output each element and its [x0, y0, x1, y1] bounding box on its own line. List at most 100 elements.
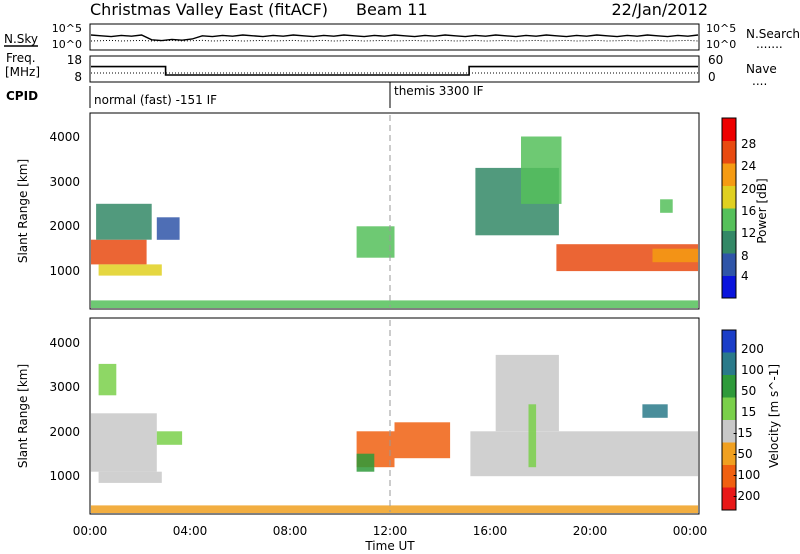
noise-sky-trace	[90, 34, 699, 42]
power-ytick-1000: 1000	[49, 264, 80, 278]
velocity-cbar-tick-minus15: -15	[733, 426, 753, 440]
velocity-colorbar-frame	[721, 329, 737, 511]
time-tick-0000: 00:00	[73, 524, 108, 538]
data-region-8	[495, 354, 559, 432]
freq-label-line2: [MHz]	[5, 65, 40, 79]
noise-search-label: N.Search	[746, 27, 800, 41]
power-colorbar-cell-0	[722, 275, 736, 299]
velocity-colorbar-label-text: Velocity [m s^-1]	[767, 364, 781, 468]
time-tick-0400: 04:00	[173, 524, 208, 538]
freq-right-tick-bottom: 0	[708, 70, 716, 84]
velocity-cbar-tick-minus50: -50	[733, 447, 753, 461]
noise-search-legend: .......	[756, 37, 783, 51]
cpid-mode-1: normal (fast) -151 IF	[94, 93, 217, 107]
velocity-ytick-1000: 1000	[49, 469, 80, 483]
power-yticks: 1000 2000 3000 4000	[49, 130, 80, 278]
velocity-colorbar-cell-2	[722, 375, 736, 398]
velocity-colorbar-cell-4	[722, 420, 736, 443]
data-region-3	[156, 217, 180, 240]
power-cbar-tick-4: 4	[741, 269, 749, 283]
velocity-panel	[89, 317, 700, 515]
power-cbar-tick-8: 8	[741, 249, 749, 263]
time-axis-label: Time UT	[364, 539, 415, 553]
data-region-6	[394, 422, 451, 459]
data-region-2	[98, 264, 162, 276]
freq-traces	[91, 65, 698, 76]
data-region-2	[98, 471, 162, 483]
data-region-0	[91, 239, 147, 265]
velocity-cbar-tick-minus100: -100	[733, 468, 760, 482]
data-region-8	[652, 248, 698, 263]
power-panel-frame	[89, 112, 700, 310]
noise-left-tick-top: 10^5	[52, 22, 82, 35]
velocity-ylabel: Slant Range [km]	[16, 364, 30, 468]
frequency-trace	[91, 65, 698, 76]
data-region-10	[642, 404, 668, 418]
beam-label: Beam 11	[356, 0, 428, 19]
power-colorbar-ticks: 4 8 12 16 20 24 28	[741, 137, 756, 283]
velocity-yticks: 1000 2000 3000 4000	[49, 336, 80, 483]
power-colorbar-cell-1	[722, 253, 736, 276]
data-region-7	[470, 431, 698, 477]
power-cbar-tick-28: 28	[741, 137, 756, 151]
data-region-9	[528, 404, 537, 468]
velocity-colorbar-cell-3	[722, 397, 736, 421]
noise-left-tick-bottom: 10^0	[52, 38, 82, 51]
date-label: 22/Jan/2012	[611, 0, 708, 19]
velocity-cbar-tick-minus200: -200	[733, 489, 760, 503]
velocity-ytick-2000: 2000	[49, 425, 80, 439]
velocity-panel-frame	[89, 317, 700, 515]
time-tick-2000: 20:00	[573, 524, 608, 538]
noise-search-trace	[90, 39, 699, 42]
data-region-3	[156, 431, 183, 445]
velocity-ytick-4000: 4000	[49, 336, 80, 350]
power-cbar-tick-16: 16	[741, 204, 756, 218]
velocity-colorbar-ticks: 200 100 50 15 -15 -50 -100 -200	[733, 342, 764, 503]
data-region-10	[91, 300, 698, 308]
power-ytick-3000: 3000	[49, 175, 80, 189]
power-data-cells	[91, 136, 698, 308]
time-tick-2400: 00:00	[673, 524, 708, 538]
data-region-11	[91, 505, 698, 513]
power-ylabel: Slant Range [km]	[16, 159, 30, 263]
freq-left-tick-bottom: 8	[74, 70, 82, 84]
power-colorbar-cell-5	[722, 163, 736, 186]
power-ytick-2000: 2000	[49, 219, 80, 233]
time-tick-1600: 16:00	[473, 524, 508, 538]
time-tick-1200: 12:00	[373, 524, 408, 538]
power-colorbar-label: Power [dB]	[755, 178, 769, 243]
velocity-colorbar-cell-1	[722, 352, 736, 376]
noise-right-tick-bottom: 10^0	[706, 38, 736, 51]
power-colorbar	[721, 117, 737, 299]
power-ytick-4000: 4000	[49, 130, 80, 144]
noise-sky-label: N.Sky	[4, 32, 38, 46]
noise-right-tick-top: 10^5	[706, 22, 736, 35]
velocity-colorbar-cell-7	[722, 487, 736, 511]
time-tick-0800: 08:00	[273, 524, 308, 538]
velocity-colorbar-cell-5	[722, 442, 736, 466]
velocity-colorbar	[721, 329, 737, 511]
data-region-1	[96, 203, 152, 240]
site-title: Christmas Valley East (fitACF)	[90, 0, 328, 19]
noise-panel-frame	[89, 23, 700, 51]
power-colorbar-cell-2	[722, 230, 736, 254]
freq-label-line1: Freq.	[6, 51, 36, 65]
velocity-colorbar-cell-0	[722, 330, 736, 353]
power-colorbar-frame	[721, 117, 737, 299]
data-region-9	[660, 199, 673, 213]
data-region-1	[98, 363, 117, 396]
data-region-5	[356, 453, 375, 472]
nave-legend: ....	[752, 74, 767, 88]
cpid-label: CPID	[6, 89, 38, 103]
noise-traces	[90, 34, 699, 42]
power-colorbar-cell-6	[722, 140, 736, 164]
freq-panel-frame	[89, 55, 700, 83]
velocity-colorbar-label: Velocity [m s^-1]	[767, 364, 781, 468]
data-region-4	[356, 226, 395, 258]
velocity-cbar-tick-15: 15	[741, 405, 756, 419]
velocity-data-cells	[91, 354, 698, 513]
freq-right-tick-top: 60	[708, 53, 723, 67]
nave-label: Nave	[746, 62, 777, 76]
velocity-cbar-tick-100: 100	[741, 363, 764, 377]
